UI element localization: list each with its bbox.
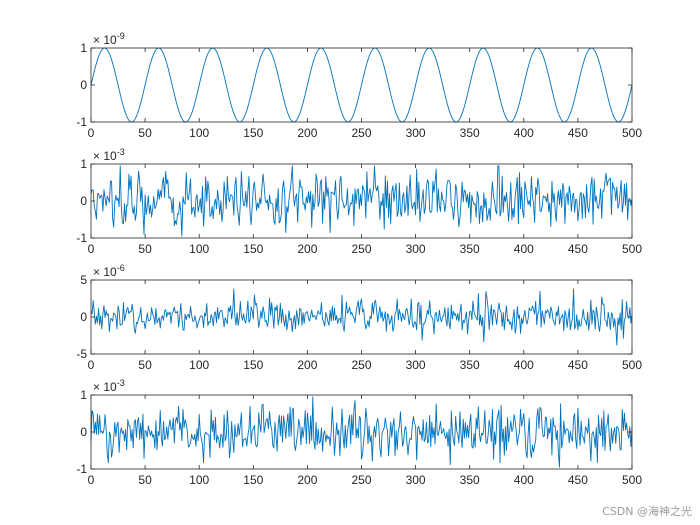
x-tick-label: 300 bbox=[406, 473, 426, 487]
x-tick-label: 500 bbox=[622, 358, 642, 372]
x-tick-label: 450 bbox=[568, 358, 588, 372]
x-tick-label: 150 bbox=[243, 126, 263, 140]
x-tick-label: 0 bbox=[88, 358, 95, 372]
x-tick-label: 100 bbox=[189, 126, 209, 140]
x-tick-label: 300 bbox=[406, 126, 426, 140]
y-tick-label: 1 bbox=[80, 41, 87, 55]
x-tick-label: 100 bbox=[189, 358, 209, 372]
y-exponent-label: × 10-3 bbox=[93, 147, 125, 163]
y-tick-label: -1 bbox=[76, 231, 87, 245]
exponent-power: -3 bbox=[117, 378, 125, 388]
x-tick-label: 200 bbox=[297, 242, 317, 256]
y-tick-label: 1 bbox=[80, 157, 87, 171]
y-tick-label: -1 bbox=[76, 115, 87, 129]
y-exponent-label: × 10-9 bbox=[93, 31, 125, 47]
x-tick-label: 300 bbox=[406, 242, 426, 256]
x-tick-label: 100 bbox=[189, 242, 209, 256]
y-tick-label: 1 bbox=[80, 388, 87, 402]
x-tick-label: 200 bbox=[297, 358, 317, 372]
x-tick-label: 200 bbox=[297, 126, 317, 140]
x-tick-label: 400 bbox=[514, 473, 534, 487]
x-tick-label: 0 bbox=[88, 242, 95, 256]
y-exponent-label: × 10-6 bbox=[93, 263, 125, 279]
x-tick-label: 500 bbox=[622, 242, 642, 256]
series-line bbox=[90, 47, 633, 123]
x-tick-label: 50 bbox=[138, 473, 152, 487]
x-tick-label: 350 bbox=[460, 473, 480, 487]
series-line bbox=[90, 396, 633, 468]
series-line bbox=[90, 288, 633, 346]
x-tick-label: 400 bbox=[514, 358, 534, 372]
watermark-text: CSDN @海神之光 bbox=[602, 505, 692, 518]
y-tick-label: 5 bbox=[80, 273, 87, 287]
x-tick-label: 50 bbox=[138, 358, 152, 372]
x-tick-label: 100 bbox=[189, 473, 209, 487]
x-tick-label: 250 bbox=[351, 473, 371, 487]
y-tick-label: 0 bbox=[80, 78, 87, 92]
exponent-power: -9 bbox=[117, 31, 125, 41]
x-tick-label: 400 bbox=[514, 242, 534, 256]
x-tick-label: 0 bbox=[88, 126, 95, 140]
x-tick-label: 350 bbox=[460, 242, 480, 256]
exponent-base: × 10 bbox=[93, 149, 117, 163]
exponent-base: × 10 bbox=[93, 265, 117, 279]
x-tick-label: 250 bbox=[351, 242, 371, 256]
x-tick-label: 350 bbox=[460, 358, 480, 372]
x-tick-label: 200 bbox=[297, 473, 317, 487]
x-tick-label: 250 bbox=[351, 358, 371, 372]
series-line bbox=[90, 165, 633, 237]
exponent-base: × 10 bbox=[93, 33, 117, 47]
y-exponent-label: × 10-3 bbox=[93, 378, 125, 394]
y-tick-label: 0 bbox=[80, 425, 87, 439]
exponent-power: -3 bbox=[117, 147, 125, 157]
x-tick-label: 150 bbox=[243, 242, 263, 256]
y-tick-label: 0 bbox=[80, 310, 87, 324]
x-tick-label: 450 bbox=[568, 473, 588, 487]
x-tick-label: 50 bbox=[138, 126, 152, 140]
x-tick-label: 150 bbox=[243, 473, 263, 487]
x-tick-label: 450 bbox=[568, 126, 588, 140]
y-tick-label: -1 bbox=[76, 462, 87, 476]
y-tick-label: -5 bbox=[76, 347, 87, 361]
x-tick-label: 150 bbox=[243, 358, 263, 372]
x-tick-label: 500 bbox=[622, 126, 642, 140]
exponent-power: -6 bbox=[117, 263, 125, 273]
x-tick-label: 250 bbox=[351, 126, 371, 140]
x-tick-label: 50 bbox=[138, 242, 152, 256]
exponent-base: × 10 bbox=[93, 380, 117, 394]
x-tick-label: 450 bbox=[568, 242, 588, 256]
x-tick-label: 0 bbox=[88, 473, 95, 487]
x-tick-label: 500 bbox=[622, 473, 642, 487]
x-tick-label: 300 bbox=[406, 358, 426, 372]
y-tick-label: 0 bbox=[80, 194, 87, 208]
x-tick-label: 400 bbox=[514, 126, 534, 140]
x-tick-label: 350 bbox=[460, 126, 480, 140]
